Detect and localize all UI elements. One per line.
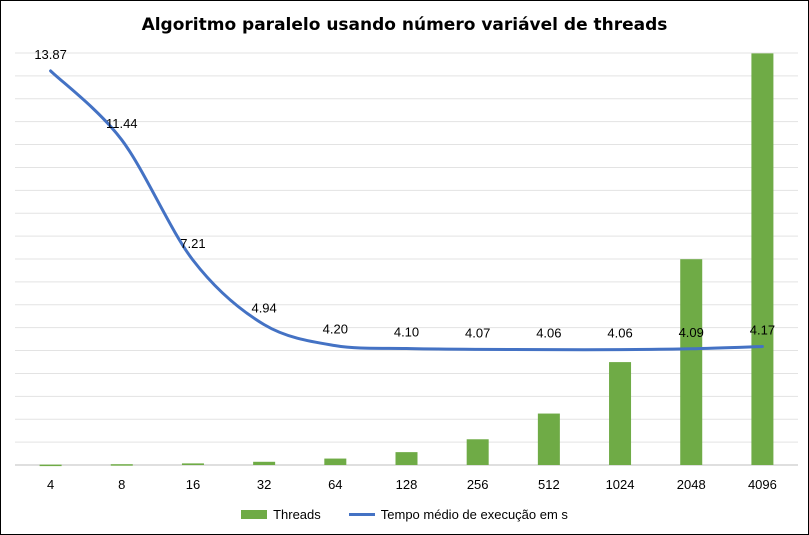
x-tick-label: 4096 (748, 477, 777, 492)
bar (324, 458, 347, 465)
data-label: 4.06 (536, 326, 561, 341)
chart-legend: Threads Tempo médio de execução em s (1, 507, 808, 522)
legend-swatch-bars (241, 510, 268, 519)
data-label: 4.09 (679, 325, 704, 340)
legend-item-line: Tempo médio de execução em s (348, 507, 568, 522)
legend-swatch-line (348, 513, 375, 516)
bar (181, 463, 204, 465)
data-label: 4.20 (323, 322, 348, 337)
legend-item-bars: Threads (241, 507, 321, 522)
x-tick-label: 4 (47, 477, 54, 492)
data-label: 4.17 (750, 323, 775, 338)
data-label: 13.87 (34, 47, 67, 62)
x-tick-label: 64 (328, 477, 342, 492)
bar (466, 439, 489, 465)
bar (537, 413, 560, 465)
bar (680, 259, 703, 465)
data-label: 4.10 (394, 325, 419, 340)
x-tick-label: 128 (396, 477, 418, 492)
chart-title: Algoritmo paralelo usando número variáve… (141, 15, 668, 35)
x-tick-label: 16 (186, 477, 200, 492)
bar (609, 362, 632, 465)
bar (253, 461, 276, 465)
x-tick-label: 1024 (606, 477, 635, 492)
legend-label-line: Tempo médio de execução em s (380, 507, 568, 522)
data-label: 4.07 (465, 325, 490, 340)
data-label: 4.94 (251, 301, 276, 316)
data-label: 4.06 (607, 326, 632, 341)
bar (751, 53, 774, 466)
data-label: 11.44 (106, 116, 138, 131)
x-tick-label: 512 (538, 477, 560, 492)
bar (110, 464, 133, 466)
bar (39, 464, 62, 467)
x-tick-label: 8 (118, 477, 125, 492)
bar (395, 452, 418, 465)
data-label: 7.21 (180, 236, 205, 251)
x-tick-label: 256 (467, 477, 489, 492)
legend-label-bars: Threads (273, 507, 321, 522)
x-tick-label: 32 (257, 477, 271, 492)
line-series (49, 69, 764, 352)
x-tick-label: 2048 (677, 477, 706, 492)
